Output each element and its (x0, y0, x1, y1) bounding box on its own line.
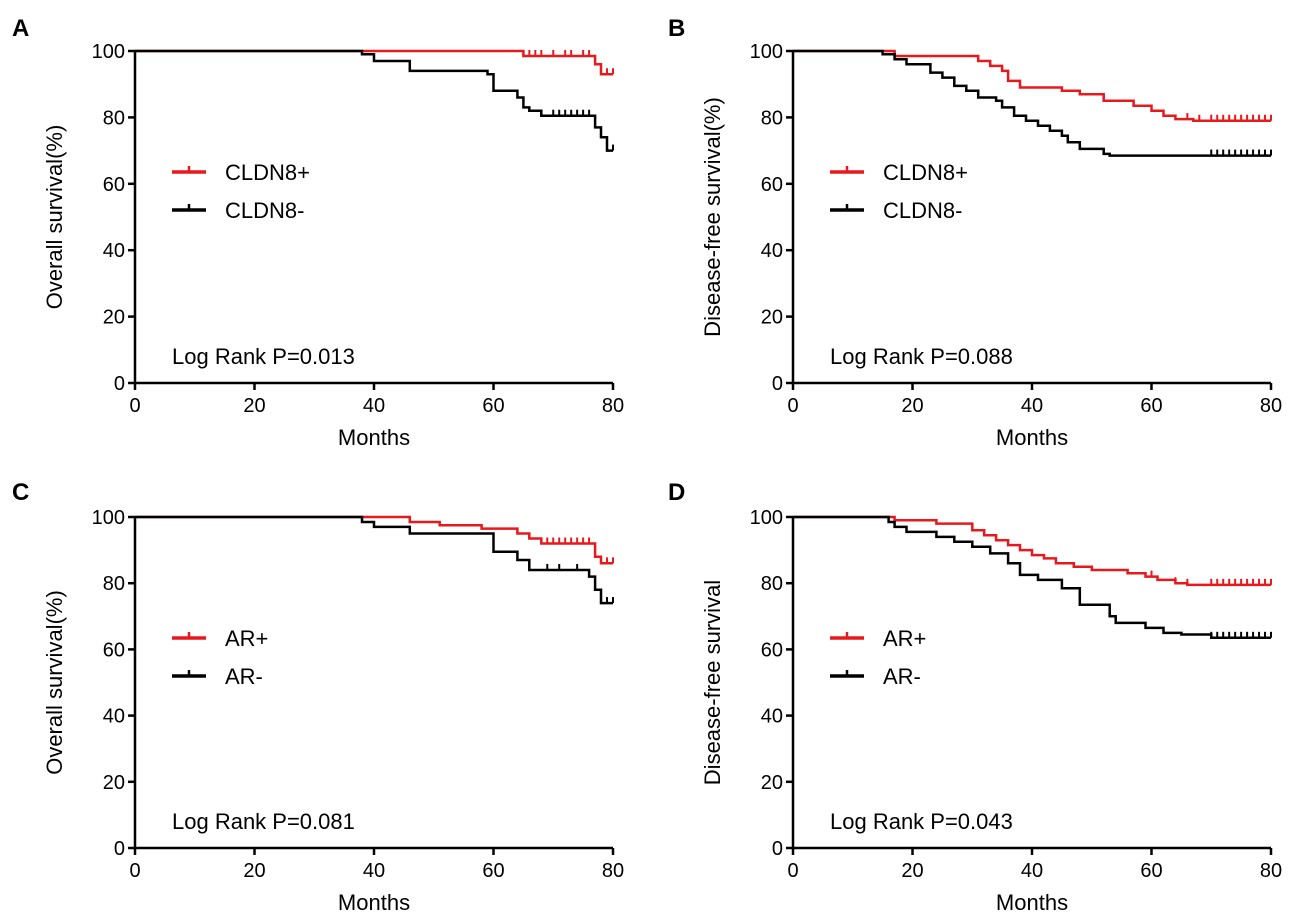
legend-label: CLDN8- (225, 198, 304, 223)
y-tick-label: 100 (750, 507, 783, 529)
panel-c: C 0 20 40 60 80 100 0 20 40 60 80 Months Overall surv… (12, 479, 624, 915)
y-tick-label: 20 (761, 307, 783, 329)
log-rank-annotation: Log Rank P=0.013 (172, 344, 355, 369)
y-tick-label: 0 (114, 373, 125, 395)
x-tick-label: 40 (363, 860, 385, 882)
x-tick-label: 60 (482, 395, 504, 417)
series-positive (793, 515, 1272, 587)
log-rank-annotation: Log Rank P=0.088 (830, 344, 1013, 369)
x-axis-title: Months (996, 890, 1068, 915)
y-tick-label: 0 (772, 838, 783, 860)
y-axis-title: Overall survival(%) (42, 125, 67, 310)
x-tick-label: 60 (1140, 860, 1162, 882)
survival-curve (135, 515, 613, 565)
legend-item: CLDN8+ (172, 160, 310, 185)
legend-label: CLDN8- (883, 198, 962, 223)
legend-item: AR- (172, 664, 263, 689)
y-tick-label: 60 (761, 639, 783, 661)
y-axis-title: Disease-free survival (700, 580, 725, 785)
y-axis-title: Disease-free survival(%) (700, 97, 725, 337)
legend-item: CLDN8+ (830, 160, 968, 185)
legend-label: AR+ (225, 626, 268, 651)
series-positive (793, 49, 1272, 122)
x-tick-label: 40 (1021, 860, 1043, 882)
y-tick-label: 20 (761, 772, 783, 794)
x-tick-label: 20 (243, 395, 265, 417)
series-negative (793, 49, 1272, 157)
x-tick-label: 20 (901, 860, 923, 882)
x-axis-title: Months (996, 425, 1068, 450)
panel-letter: D (668, 479, 685, 506)
x-axis-title: Months (338, 890, 410, 915)
y-tick-label: 40 (761, 706, 783, 728)
series-positive (135, 515, 614, 565)
x-tick-label: 0 (129, 860, 140, 882)
panel-b: B 0 20 40 60 80 100 0 20 40 60 80 Months Disease-free… (668, 15, 1282, 450)
y-tick-label: 40 (761, 240, 783, 262)
x-tick-label: 80 (1260, 860, 1282, 882)
survival-curve (135, 49, 613, 152)
log-rank-annotation: Log Rank P=0.081 (172, 809, 355, 834)
x-tick-label: 60 (1140, 395, 1162, 417)
legend-item: CLDN8- (830, 198, 962, 223)
y-tick-label: 40 (103, 706, 125, 728)
legend-item: AR+ (172, 626, 268, 651)
series-negative (135, 49, 614, 152)
panel-letter: C (12, 479, 29, 506)
y-tick-label: 40 (103, 240, 125, 262)
x-tick-label: 20 (243, 860, 265, 882)
x-tick-label: 0 (787, 860, 798, 882)
survival-curve (793, 515, 1271, 640)
y-tick-label: 80 (103, 573, 125, 595)
y-tick-label: 0 (114, 838, 125, 860)
y-tick-label: 100 (92, 507, 125, 529)
series-negative (793, 515, 1272, 640)
legend-label: AR+ (883, 626, 926, 651)
y-tick-label: 60 (761, 174, 783, 196)
legend-item: AR+ (830, 626, 926, 651)
y-tick-label: 0 (772, 373, 783, 395)
x-tick-label: 80 (1260, 395, 1282, 417)
x-tick-label: 60 (482, 860, 504, 882)
survival-curve (793, 49, 1271, 157)
legend-label: CLDN8+ (883, 160, 968, 185)
log-rank-annotation: Log Rank P=0.043 (830, 809, 1013, 834)
survival-curve (793, 49, 1271, 122)
y-tick-label: 80 (761, 107, 783, 129)
panel-letter: B (668, 15, 685, 42)
y-tick-label: 20 (103, 772, 125, 794)
x-axis-title: Months (338, 425, 410, 450)
x-tick-label: 0 (129, 395, 140, 417)
legend-label: CLDN8+ (225, 160, 310, 185)
series-negative (135, 515, 614, 605)
y-axis-title: Overall survival(%) (42, 590, 67, 775)
survival-curve (793, 515, 1271, 587)
y-tick-label: 60 (103, 639, 125, 661)
y-tick-label: 60 (103, 174, 125, 196)
legend-item: CLDN8- (172, 198, 304, 223)
y-tick-label: 80 (761, 573, 783, 595)
legend-label: AR- (225, 664, 263, 689)
x-tick-label: 80 (602, 860, 624, 882)
series-positive (135, 49, 614, 76)
y-tick-label: 80 (103, 107, 125, 129)
y-tick-label: 100 (92, 41, 125, 63)
panel-d: D 0 20 40 60 80 100 0 20 40 60 80 Months Disease-free… (668, 479, 1282, 915)
x-tick-label: 40 (363, 395, 385, 417)
legend-label: AR- (883, 664, 921, 689)
x-tick-label: 0 (787, 395, 798, 417)
panel-letter: A (12, 15, 29, 42)
x-tick-label: 40 (1021, 395, 1043, 417)
panel-a: A 0 20 40 60 80 100 0 20 40 60 80 Months Overall surv… (12, 15, 624, 450)
y-tick-label: 100 (750, 41, 783, 63)
x-tick-label: 20 (901, 395, 923, 417)
x-tick-label: 80 (602, 395, 624, 417)
survival-curve (135, 515, 613, 605)
legend-item: AR- (830, 664, 921, 689)
y-tick-label: 20 (103, 307, 125, 329)
